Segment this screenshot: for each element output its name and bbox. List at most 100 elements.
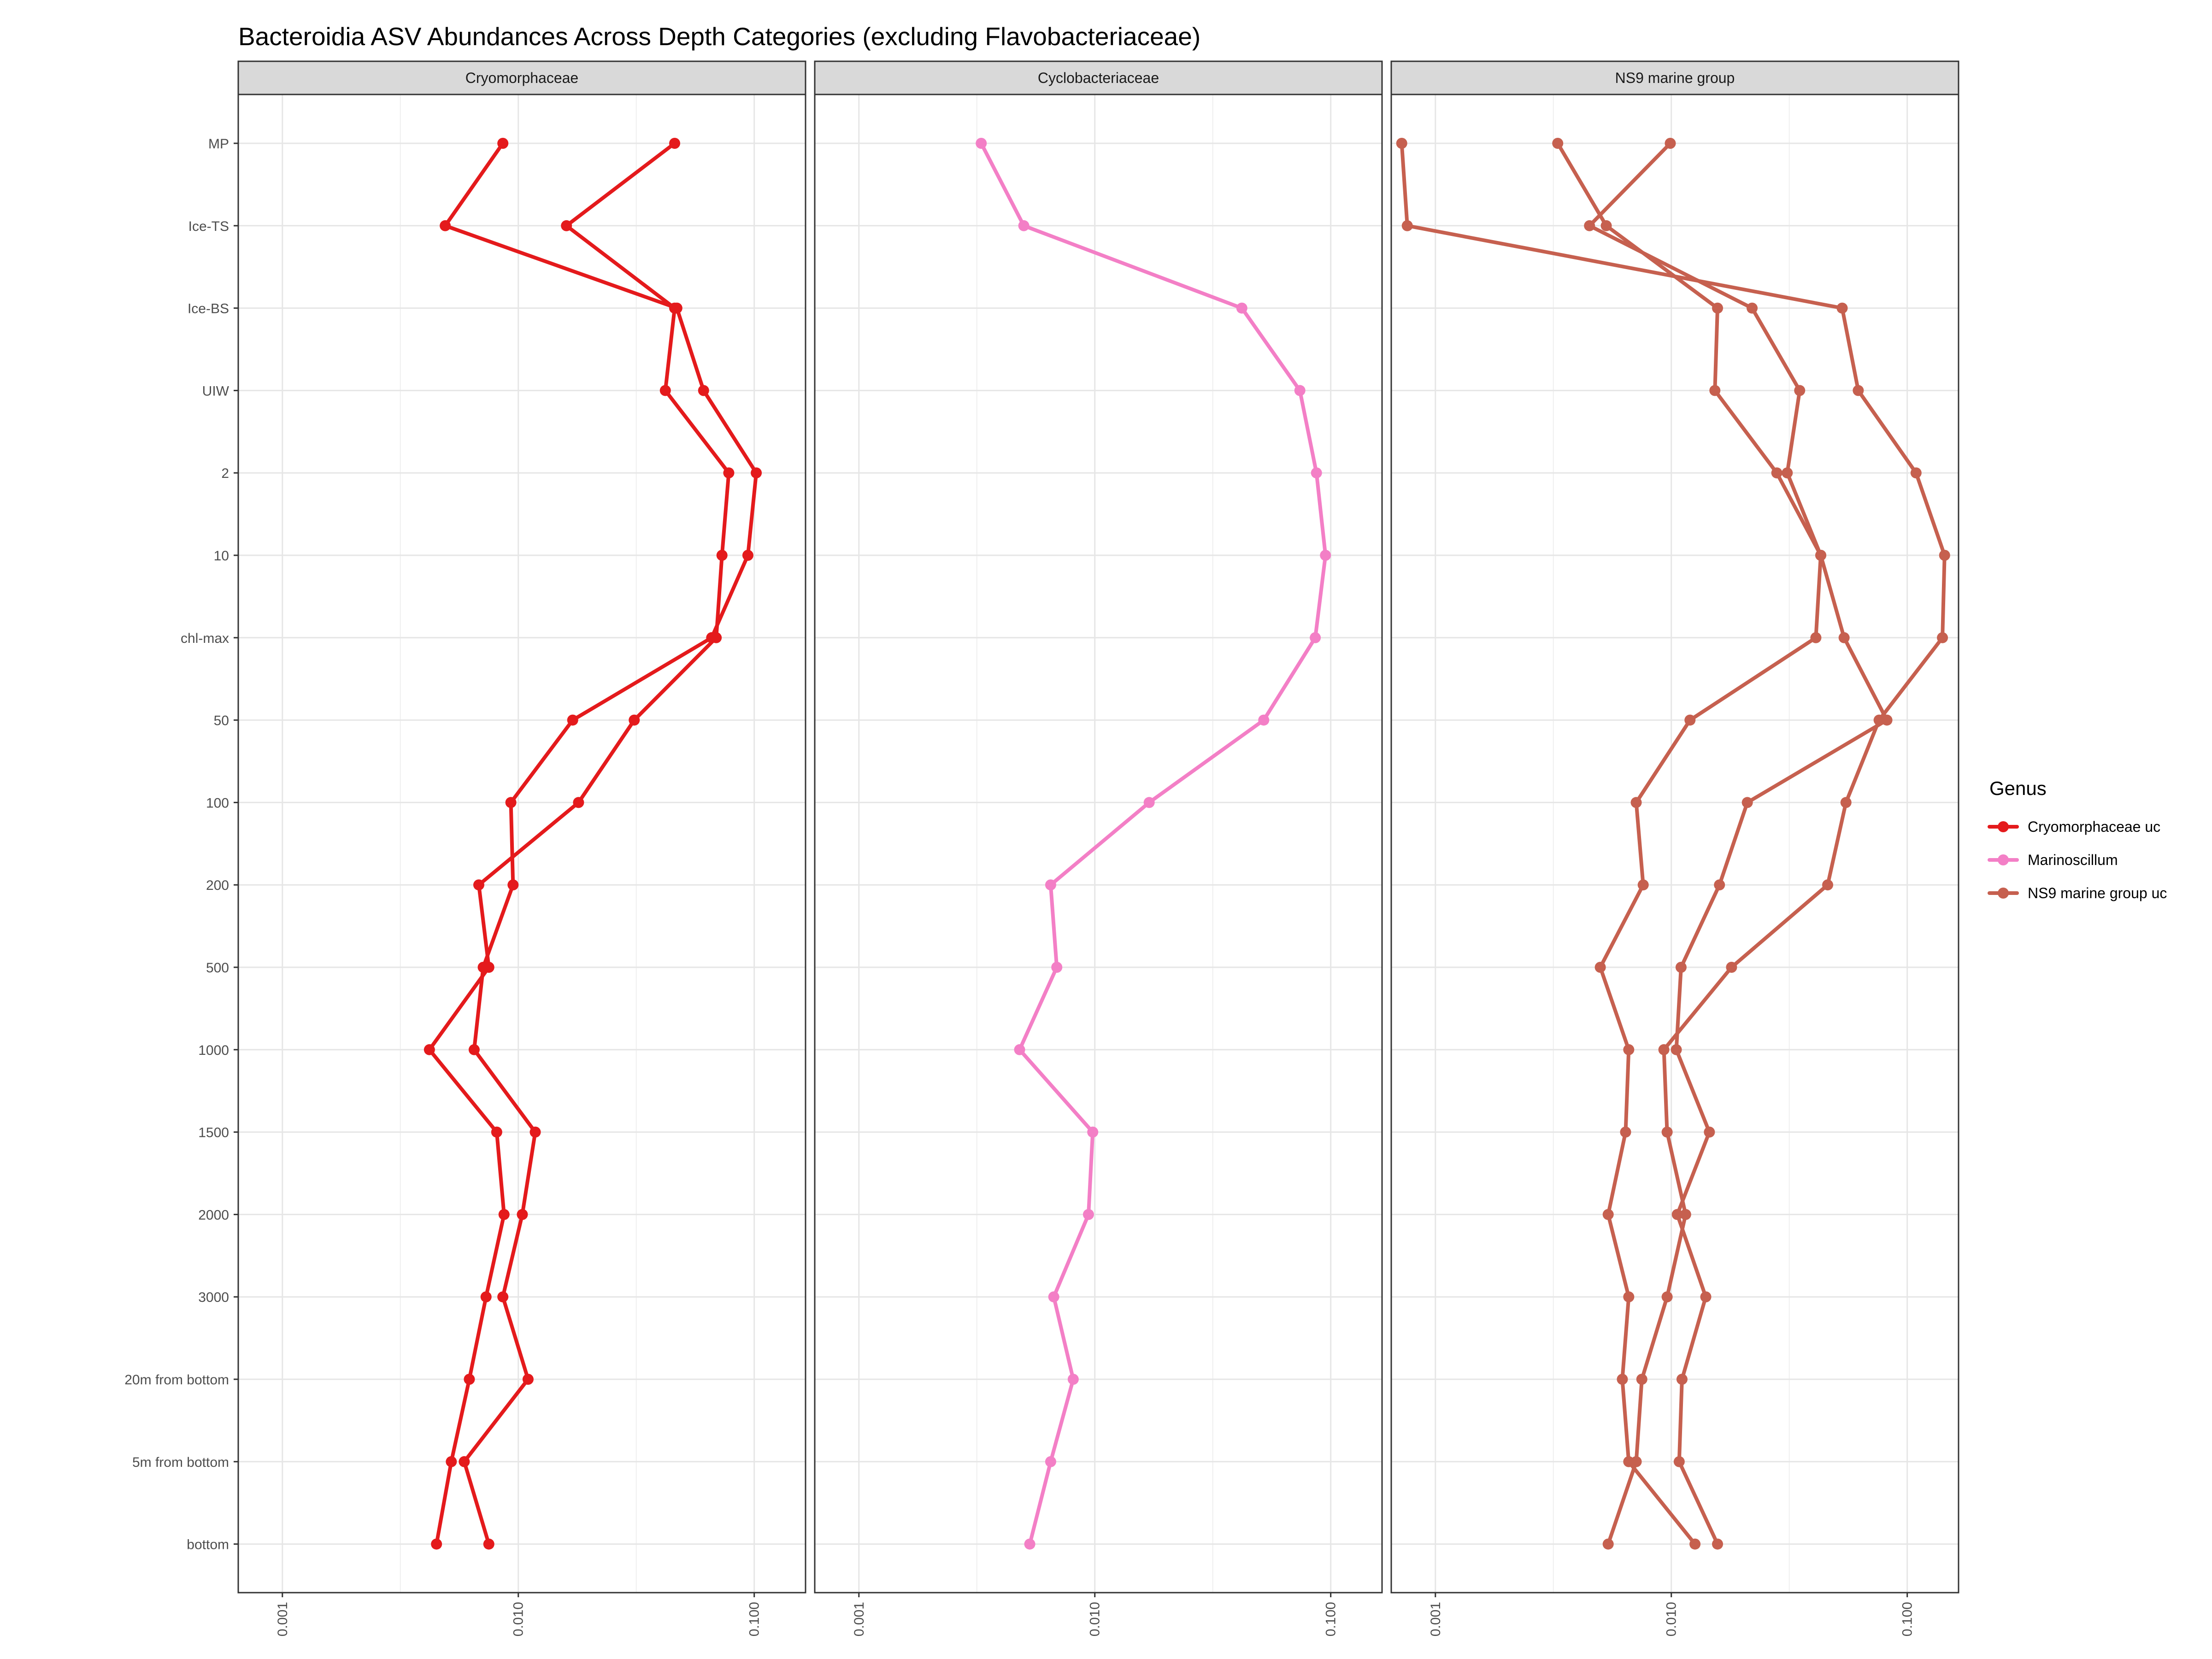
y-tick-label: 2 (221, 466, 229, 481)
data-point (1401, 220, 1413, 231)
data-point (1661, 1291, 1673, 1303)
data-point (1636, 1374, 1647, 1385)
y-tick-label: 100 (206, 795, 229, 811)
data-point (1623, 1291, 1635, 1303)
panel-cyclobacteriaceae: Cyclobacteriaceae 0.001 0.010 0.100 (814, 60, 1383, 1636)
data-point (1082, 1209, 1094, 1220)
data-point (1822, 879, 1834, 891)
data-point (1552, 138, 1564, 149)
y-tick-label: 5m from bottom (132, 1455, 229, 1470)
data-point (1675, 962, 1687, 973)
data-point (424, 1044, 435, 1055)
series-line-ns9-marine-group-uc (1588, 141, 1889, 1546)
data-point (1311, 467, 1322, 479)
legend: Genus Cryomorphaceae uc Marinoscillum NS9 … (1988, 777, 2167, 901)
series-line-ns9-marine-group-uc (1556, 141, 1823, 1546)
data-point (1782, 467, 1793, 479)
data-point (1602, 1209, 1614, 1220)
y-tick-label: 1000 (198, 1043, 229, 1058)
y-tick-label: 20m from bottom (124, 1372, 229, 1388)
data-point (716, 550, 728, 561)
data-point (1143, 797, 1155, 808)
data-point (742, 550, 753, 561)
data-point (1704, 1126, 1715, 1138)
data-point (1594, 962, 1606, 973)
y-tick-label: MP (208, 136, 229, 152)
data-point (1087, 1126, 1099, 1138)
y-tick-label: 2000 (198, 1207, 229, 1223)
data-point (711, 632, 722, 643)
y-tick-label: Ice-TS (188, 219, 229, 234)
data-point (473, 879, 484, 891)
data-point (459, 1456, 470, 1467)
data-point (573, 797, 584, 808)
data-point (1630, 797, 1642, 808)
panel-ns9-marine-group: NS9 marine group 0.001 0.010 0.100 (1390, 60, 1959, 1636)
data-point (1881, 714, 1893, 726)
data-point (976, 138, 987, 149)
data-point (1045, 1456, 1056, 1467)
data-point (1726, 962, 1737, 973)
data-point (1712, 302, 1724, 314)
legend-label: Marinoscillum (2028, 852, 2118, 868)
data-point (1712, 1538, 1724, 1550)
data-point (1840, 797, 1852, 808)
legend-key-point (1998, 854, 2009, 865)
x-tick-label: 0.001 (275, 1602, 290, 1636)
data-point (1258, 714, 1270, 726)
data-point (1680, 1209, 1691, 1220)
panel-border (237, 94, 806, 1594)
data-point (1676, 1374, 1688, 1385)
data-point (1051, 962, 1063, 973)
data-point (1600, 220, 1612, 231)
data-point (629, 714, 640, 726)
strip-cyclobacteriaceae (814, 60, 1383, 95)
data-point (440, 220, 451, 231)
x-tick-label: 0.010 (1088, 1602, 1103, 1636)
strip-cryomorphaceae (237, 60, 806, 95)
data-point (751, 467, 762, 479)
data-point (1810, 632, 1822, 643)
strip-label: NS9 marine group (1615, 70, 1735, 86)
panel-border (1390, 94, 1959, 1594)
data-point (1741, 797, 1753, 808)
y-tick-label: 3000 (198, 1290, 229, 1305)
data-point (1067, 1374, 1079, 1385)
data-point (1689, 1538, 1701, 1550)
data-point (507, 879, 519, 891)
data-point (431, 1538, 442, 1550)
plot-area: Cryomorphaceae 0.001 0.010 0.100 MP Ice-TS Ice… (124, 60, 1959, 1636)
legend-item-ns9-marine-group-uc: NS9 marine group uc (1988, 885, 2167, 901)
data-point (1617, 1374, 1628, 1385)
x-tick-label: 0.001 (852, 1602, 867, 1636)
y-tick-label: chl-max (181, 631, 229, 646)
y-tick-label: 1500 (198, 1125, 229, 1141)
data-point (1838, 632, 1850, 643)
data-point (1623, 1044, 1635, 1055)
data-point (1709, 385, 1721, 396)
y-tick-label: 200 (206, 878, 229, 893)
legend-title: Genus (1989, 777, 2047, 799)
data-point (1320, 550, 1331, 561)
data-point (1673, 1456, 1685, 1467)
data-point (1853, 385, 1864, 396)
y-tick-label: 10 (214, 548, 229, 564)
data-point (1815, 550, 1827, 561)
data-point (1836, 302, 1848, 314)
data-point (529, 1126, 541, 1138)
data-point (1018, 220, 1030, 231)
data-point (491, 1126, 502, 1138)
data-point (497, 1291, 509, 1303)
data-point (723, 467, 735, 479)
data-point (1700, 1291, 1712, 1303)
series-line-cryomorphaceae-uc (443, 141, 759, 1546)
legend-item-marinoscillum: Marinoscillum (1988, 852, 2118, 868)
series-line-cryomorphaceae-uc (427, 141, 731, 1546)
panel-background (1391, 94, 1959, 1593)
x-tick-label: 0.100 (747, 1602, 762, 1636)
data-point (698, 385, 709, 396)
data-point (659, 385, 671, 396)
data-point (567, 714, 578, 726)
panel-cryomorphaceae: Cryomorphaceae 0.001 0.010 0.100 MP Ice-TS Ice… (124, 60, 806, 1636)
